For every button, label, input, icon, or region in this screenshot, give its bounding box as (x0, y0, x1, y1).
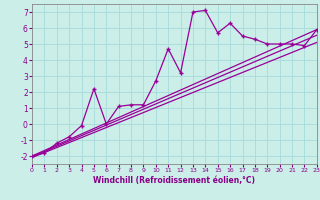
X-axis label: Windchill (Refroidissement éolien,°C): Windchill (Refroidissement éolien,°C) (93, 176, 255, 185)
